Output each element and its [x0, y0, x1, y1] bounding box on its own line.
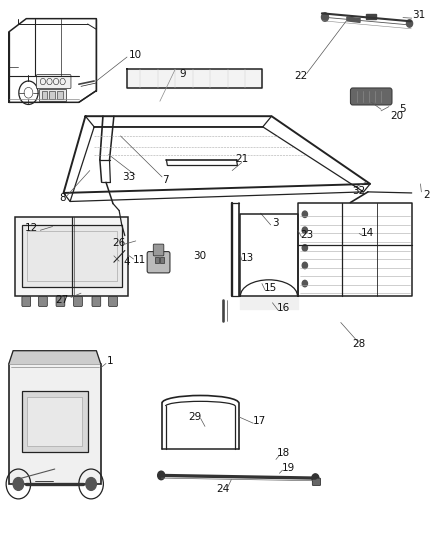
FancyBboxPatch shape — [109, 296, 117, 306]
Circle shape — [302, 280, 307, 287]
FancyBboxPatch shape — [39, 296, 47, 306]
Bar — [160, 257, 164, 263]
Text: 16: 16 — [277, 303, 290, 313]
Bar — [49, 91, 55, 99]
Text: 1: 1 — [107, 357, 114, 366]
Text: 17: 17 — [253, 416, 266, 426]
Circle shape — [13, 478, 24, 490]
Text: 33: 33 — [123, 172, 136, 182]
FancyBboxPatch shape — [92, 296, 101, 306]
Text: 31: 31 — [412, 10, 425, 20]
Circle shape — [406, 20, 413, 27]
Circle shape — [312, 474, 319, 482]
Text: 3: 3 — [272, 218, 279, 228]
FancyBboxPatch shape — [39, 89, 66, 101]
FancyBboxPatch shape — [36, 75, 71, 88]
Bar — [22, 391, 88, 452]
Text: 23: 23 — [300, 230, 313, 239]
Text: 10: 10 — [129, 50, 142, 60]
Circle shape — [302, 227, 307, 233]
Bar — [27, 231, 117, 281]
Text: 22: 22 — [295, 71, 308, 80]
Polygon shape — [127, 69, 262, 88]
Bar — [9, 364, 101, 484]
Bar — [22, 225, 122, 287]
Text: 2: 2 — [424, 190, 431, 199]
Text: 8: 8 — [59, 193, 66, 203]
Circle shape — [302, 245, 307, 251]
Text: 26: 26 — [113, 238, 126, 247]
Polygon shape — [9, 351, 101, 364]
Bar — [15, 217, 128, 296]
Text: 9: 9 — [180, 69, 187, 78]
Text: 32: 32 — [353, 186, 366, 196]
Text: 15: 15 — [264, 283, 277, 293]
Text: 19: 19 — [282, 463, 295, 473]
FancyBboxPatch shape — [147, 252, 170, 273]
Text: 4: 4 — [124, 257, 131, 267]
FancyBboxPatch shape — [312, 478, 321, 486]
Circle shape — [302, 262, 307, 269]
Circle shape — [158, 471, 165, 480]
Polygon shape — [366, 14, 376, 19]
Text: 12: 12 — [25, 223, 38, 233]
Text: 18: 18 — [277, 448, 290, 458]
Bar — [155, 257, 159, 263]
Circle shape — [86, 478, 96, 490]
Text: 27: 27 — [56, 295, 69, 304]
Text: 21: 21 — [235, 154, 248, 164]
FancyBboxPatch shape — [153, 244, 164, 256]
Text: 24: 24 — [216, 484, 229, 494]
Text: 5: 5 — [399, 104, 406, 114]
Circle shape — [302, 211, 307, 217]
Text: 14: 14 — [361, 229, 374, 238]
FancyBboxPatch shape — [56, 296, 65, 306]
Bar — [57, 91, 63, 99]
Bar — [27, 397, 82, 446]
Bar — [42, 91, 47, 99]
Text: 20: 20 — [390, 111, 403, 121]
Text: 13: 13 — [241, 253, 254, 263]
Text: 7: 7 — [162, 175, 169, 185]
Text: 28: 28 — [353, 339, 366, 349]
FancyBboxPatch shape — [74, 296, 82, 306]
FancyBboxPatch shape — [22, 296, 31, 306]
FancyBboxPatch shape — [350, 88, 392, 105]
Text: 29: 29 — [188, 412, 201, 422]
Polygon shape — [347, 17, 360, 22]
Circle shape — [321, 13, 328, 21]
Text: 11: 11 — [133, 255, 146, 265]
Text: 30: 30 — [193, 251, 206, 261]
